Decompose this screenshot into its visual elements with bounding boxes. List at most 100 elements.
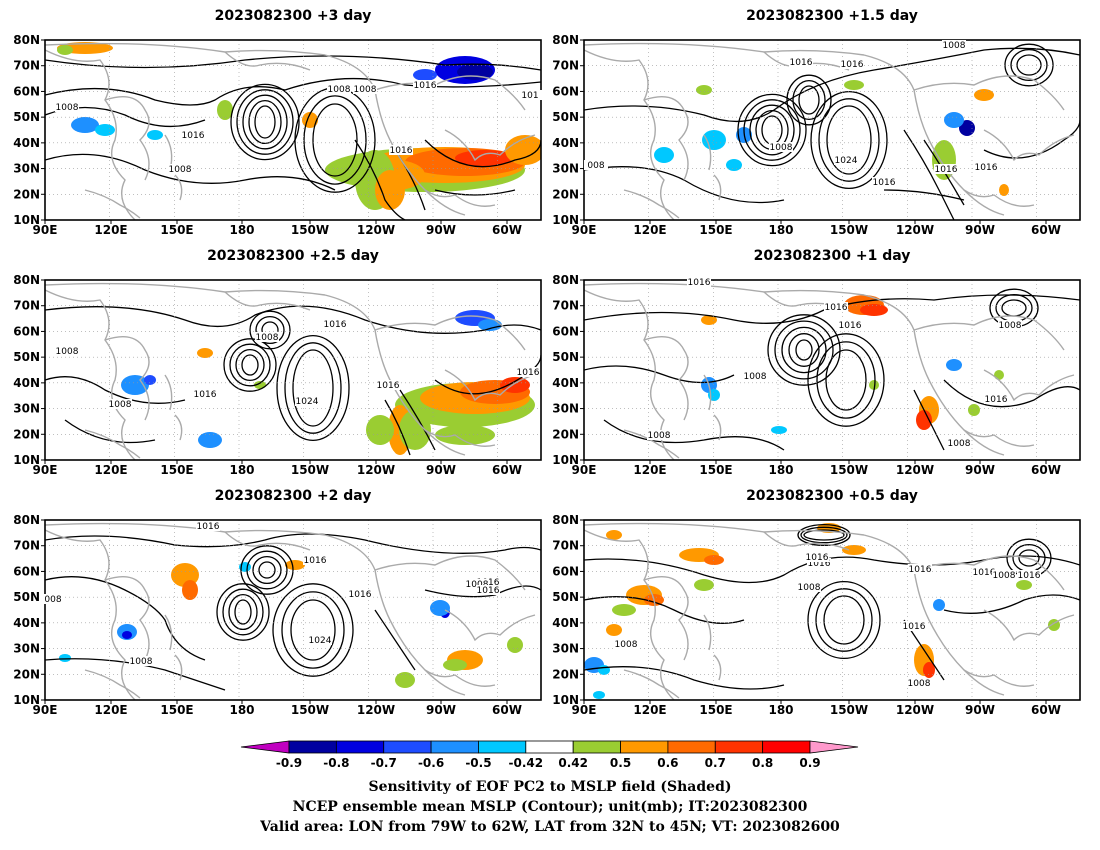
coastline (44, 289, 136, 461)
contour-label-bg (323, 319, 347, 329)
y-tick-label: 80N (13, 33, 40, 47)
y-tick-label: 70N (552, 539, 579, 553)
contour-label: 1016 (182, 131, 205, 141)
map-content (45, 42, 541, 220)
sensitivity-patch (869, 380, 879, 390)
colorbar-tick-label: 0.6 (657, 756, 678, 770)
contour-label: 1008 (999, 321, 1022, 331)
isobar-contour (807, 580, 881, 660)
caption-line-1: Sensitivity of EOF PC2 to MSLP field (Sh… (368, 779, 731, 795)
isobar-contour (399, 389, 436, 451)
coastline (983, 129, 1075, 162)
x-tick-label: 60W (492, 223, 522, 237)
x-tick-label: 90E (572, 703, 597, 717)
contour-label-bg (168, 164, 192, 174)
isobar-contour (254, 105, 276, 139)
y-tick-label: 30N (552, 402, 579, 416)
contour-label: 1016 (194, 390, 217, 400)
contour-label: 1008 (169, 165, 192, 175)
isobar-contour (823, 595, 865, 645)
x-tick-label: 90E (572, 223, 597, 237)
y-tick-label: 40N (552, 136, 579, 150)
isobar-contour (374, 609, 416, 671)
contour-label: 1016 (790, 58, 813, 68)
colorbar-tick-label: 0.42 (558, 756, 588, 770)
coastline (444, 609, 536, 642)
isobar-contour (818, 98, 880, 182)
y-tick-label: 20N (13, 187, 40, 201)
isobar-contour (248, 99, 282, 145)
map-frame (44, 39, 542, 221)
isobar-contour (584, 666, 785, 690)
sensitivity-patch (375, 170, 405, 210)
contour-label: 1024 (835, 156, 858, 166)
contour-label: 1008 (615, 640, 638, 650)
contour-label-bg (108, 399, 132, 409)
x-tick-label: 180 (768, 463, 793, 477)
isobar-contour (312, 103, 358, 177)
sensitivity-patch (455, 150, 515, 166)
isobar-contour (584, 47, 1080, 123)
sensitivity-patch (842, 545, 866, 555)
sensitivity-patch (694, 579, 714, 591)
x-tick-label: 120W (357, 703, 395, 717)
coastline (643, 576, 689, 661)
isobar-contour (943, 379, 1080, 408)
y-tick-label: 50N (552, 590, 579, 604)
coastline (913, 555, 1065, 591)
x-tick-label: 90W (965, 703, 995, 717)
coastline (583, 529, 675, 701)
coastline (224, 291, 311, 311)
sensitivity-patch (916, 410, 932, 430)
x-tick-label: 120E (633, 463, 666, 477)
x-tick-label: 180 (229, 703, 254, 717)
colorbar-swatch (430, 740, 479, 754)
isobar-contour (45, 153, 336, 191)
sensitivity-patch (198, 432, 222, 448)
sensitivity-patch (121, 375, 149, 395)
isobar-contour (737, 93, 807, 167)
isobar-contour (943, 594, 1080, 614)
x-tick-label: 120E (633, 223, 666, 237)
colorbar: -0.9 -0.8 -0.7 -0.6 -0.5 -0.42 0.42 0.5 0.6 0.7 0.… (240, 740, 859, 770)
isobar-contour (803, 529, 845, 541)
contour-label-bg (295, 396, 319, 406)
contour-label-bg (465, 579, 489, 589)
coastline (703, 614, 722, 681)
sensitivity-patch (844, 80, 864, 90)
contour-label: 1016 (304, 556, 327, 566)
coastline (703, 374, 722, 441)
x-tick-label: 90W (426, 223, 456, 237)
x-tick-label: 150E (160, 223, 193, 237)
contour-label-bg (181, 130, 205, 140)
colorbar-tick-label: -0.8 (323, 756, 349, 770)
contour-label-bg (584, 160, 608, 170)
x-tick-label: 60W (1031, 463, 1061, 477)
sensitivity-patch (395, 672, 415, 688)
coastline (643, 96, 689, 181)
isobar-contour (242, 94, 288, 150)
sensitivity-patch (430, 600, 450, 616)
isobar-contour (354, 139, 406, 220)
coastline (374, 555, 526, 591)
y-tick-label: 80N (552, 513, 579, 527)
map-frame (44, 279, 542, 461)
coastline (44, 522, 326, 536)
isobar-contour (45, 533, 541, 554)
isobar-contour (284, 342, 342, 434)
x-tick-label: 120E (633, 703, 666, 717)
coastline (104, 336, 150, 421)
isobar-contour (222, 588, 264, 636)
isobar-contour (276, 334, 350, 442)
contour-label: 1008 (130, 657, 153, 667)
sensitivity-patch (197, 348, 213, 358)
sensitivity-patch (696, 85, 712, 95)
coastline (863, 534, 1005, 696)
coastline (44, 49, 136, 221)
isobar-contour (45, 376, 186, 404)
coastline (963, 669, 1035, 687)
contour-label-bg (413, 80, 437, 90)
contour-label-bg (614, 639, 638, 649)
y-tick-label: 70N (13, 299, 40, 313)
isobar-contour (303, 95, 367, 185)
